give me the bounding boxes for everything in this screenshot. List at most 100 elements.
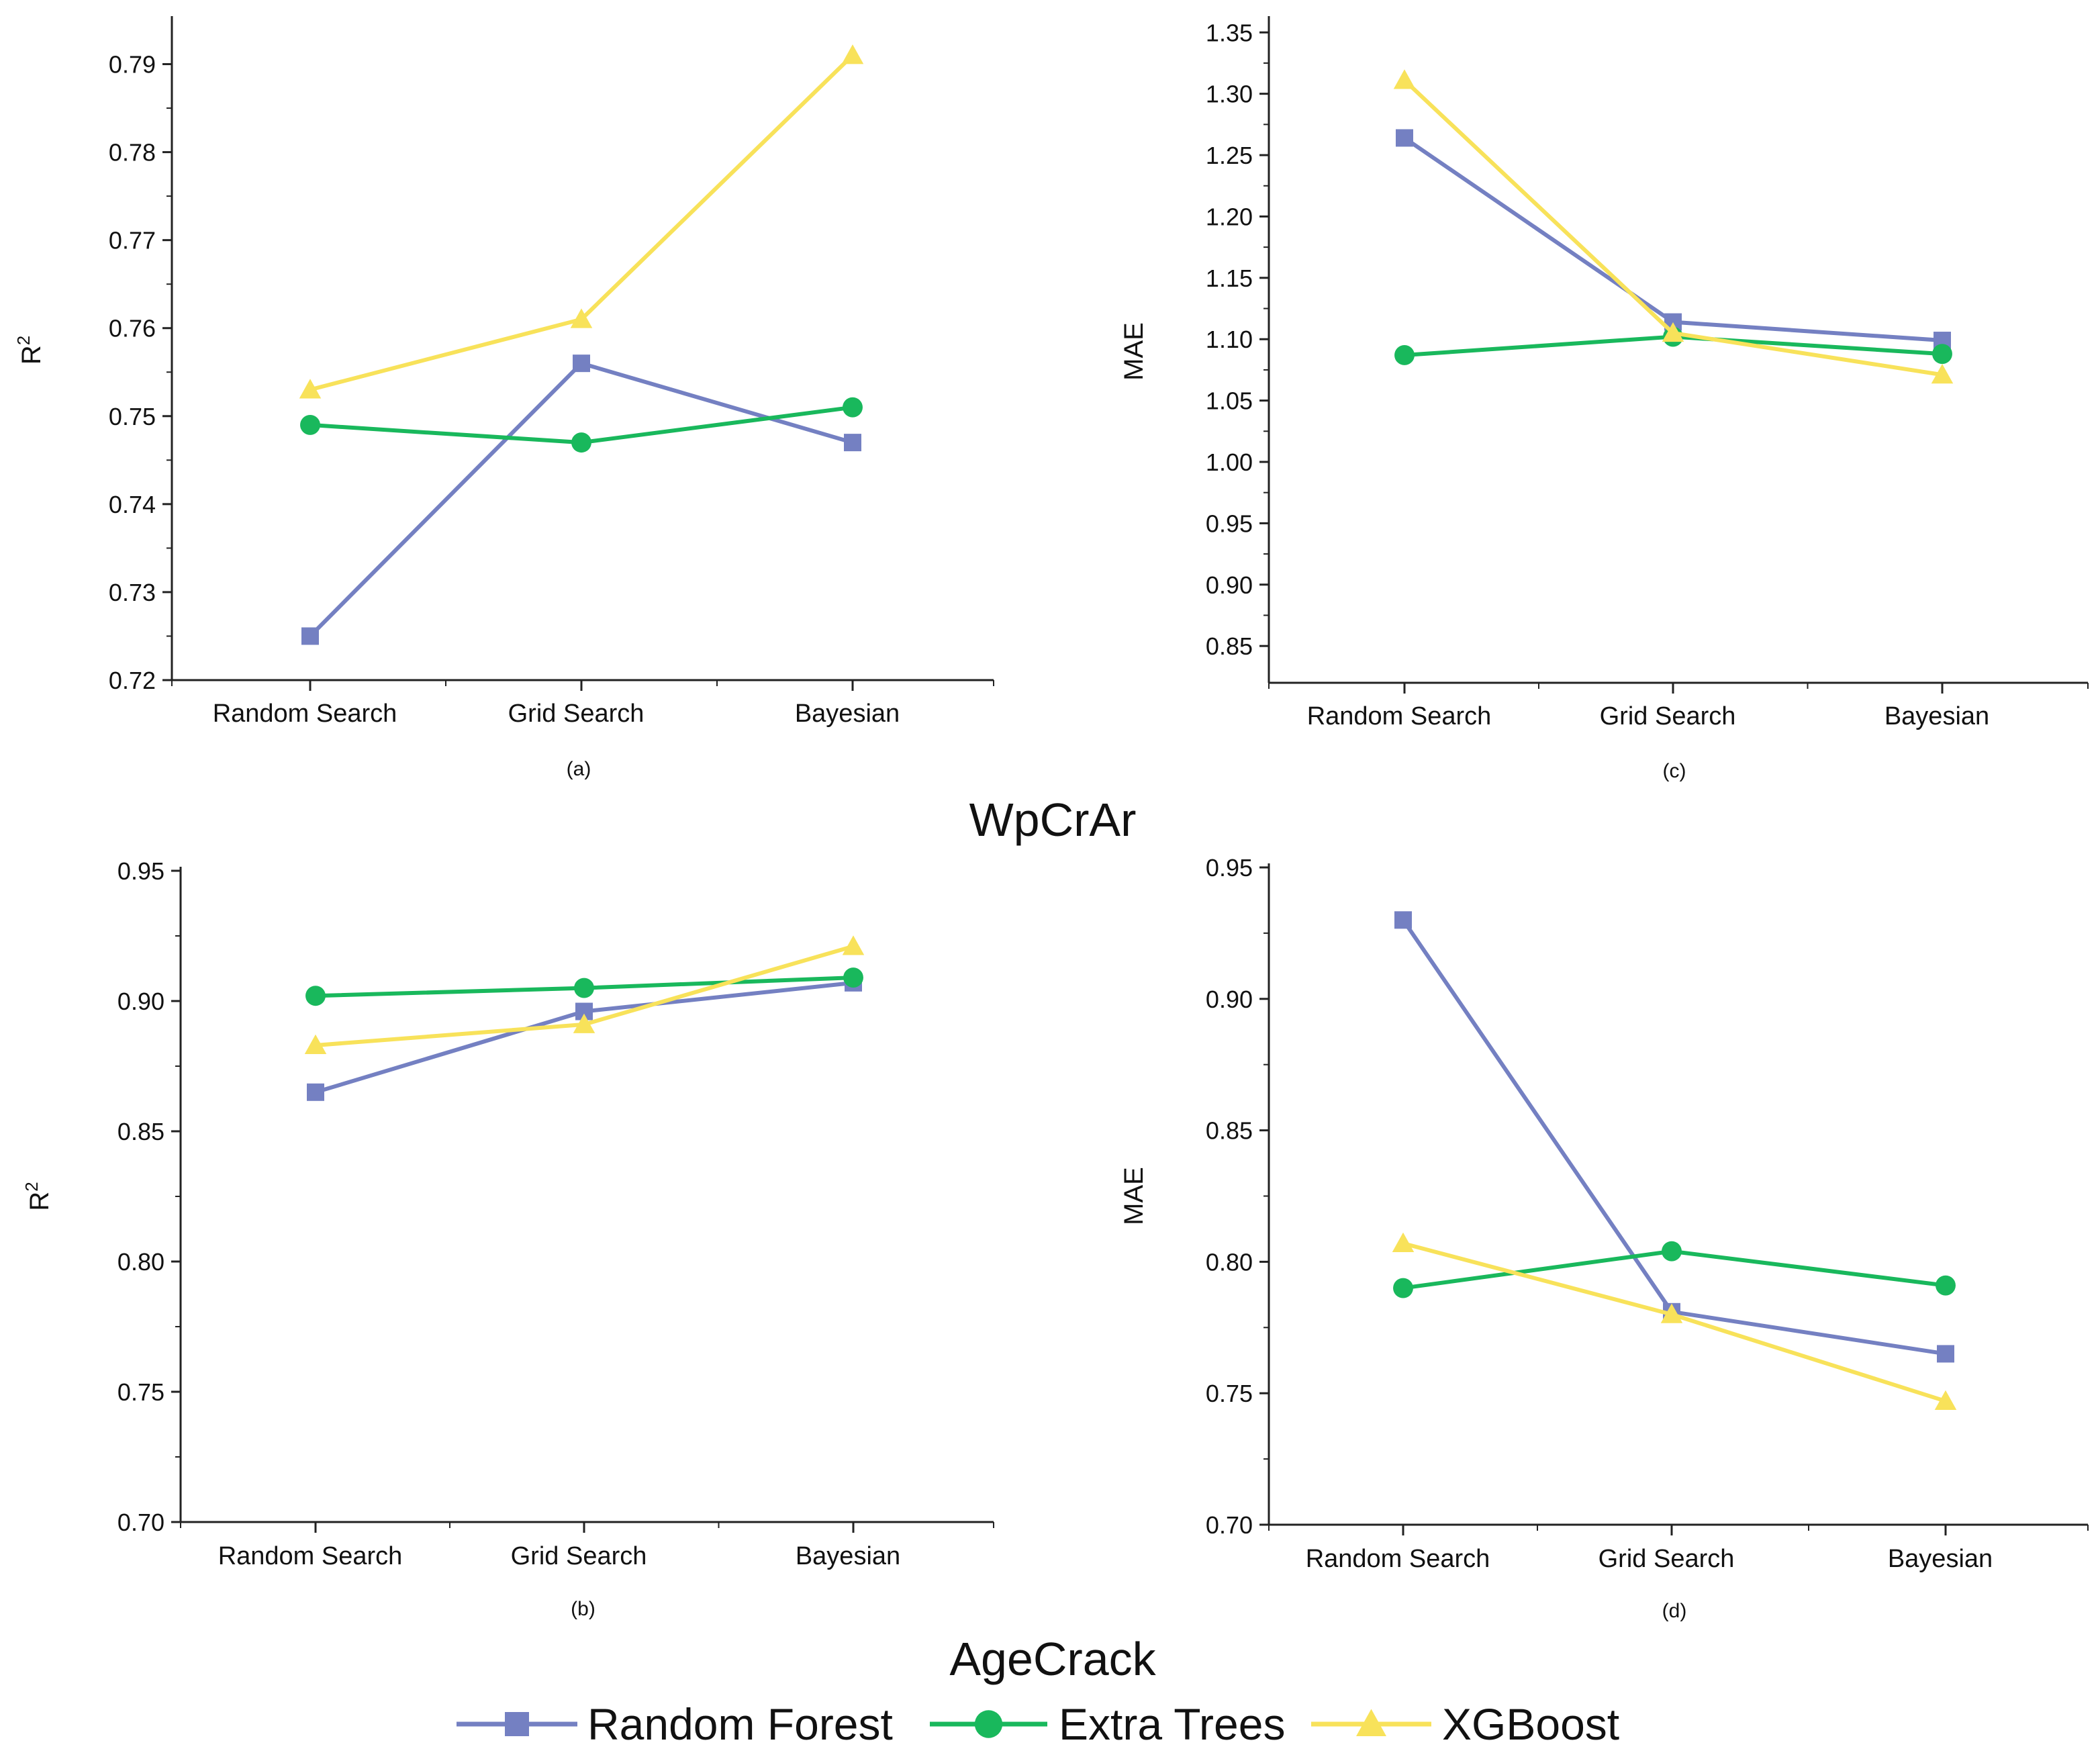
series-line-xgboost bbox=[309, 54, 855, 392]
data-point-xgboost bbox=[842, 935, 865, 955]
y-axis-label-text: R bbox=[25, 1192, 54, 1211]
data-point-extra-trees bbox=[1932, 344, 1952, 365]
x-tick-label: Grid Search bbox=[1600, 702, 1736, 730]
y-axis-label-superscript: 2 bbox=[13, 336, 34, 345]
data-point-xgboost bbox=[1662, 322, 1684, 342]
y-tick-label: 0.75 bbox=[109, 403, 156, 430]
series-extra-trees bbox=[305, 967, 863, 1006]
y-axis-label: R2 bbox=[13, 336, 46, 365]
y-tick-label: 1.10 bbox=[1206, 326, 1253, 353]
x-tick-label: Bayesian bbox=[796, 1542, 900, 1570]
y-tick-label: 0.90 bbox=[1206, 986, 1253, 1013]
y-tick-label: 0.70 bbox=[117, 1509, 164, 1536]
data-point-random-forest bbox=[844, 434, 861, 452]
data-point-random-forest bbox=[1396, 129, 1413, 147]
legend-marker-square-icon bbox=[505, 1712, 529, 1736]
y-tick-label: 0.85 bbox=[1206, 632, 1253, 660]
data-point-xgboost bbox=[299, 379, 322, 399]
chart-panel-a: 0.72 0.73 0.74 0.75 0.76 0.77 0.78 0.79 Random S… bbox=[13, 16, 994, 780]
data-point-random-forest bbox=[1937, 1345, 1954, 1363]
panel-sublabel: (a) bbox=[567, 758, 591, 780]
y-tick-label: 0.90 bbox=[117, 988, 164, 1015]
data-point-xgboost bbox=[1393, 69, 1416, 89]
x-tick-label: Bayesian bbox=[1884, 702, 1989, 730]
y-tick-label: 0.79 bbox=[109, 51, 156, 79]
data-point-extra-trees bbox=[1662, 1241, 1682, 1262]
chart-panel-b: 0.70 0.75 0.80 0.85 0.90 0.95 Random Search Gri… bbox=[21, 857, 994, 1620]
legend-item-xgboost: XGBoost bbox=[1311, 1699, 1619, 1749]
series-extra-trees bbox=[300, 397, 863, 453]
x-tick-label: Random Search bbox=[1307, 702, 1492, 730]
data-point-xgboost bbox=[1660, 1303, 1683, 1323]
y-tick-label: 0.95 bbox=[1206, 510, 1253, 537]
chart-panel-d: 0.70 0.75 0.80 0.85 0.90 0.95 Random Search Gri… bbox=[1119, 854, 2089, 1622]
y-tick-label: 0.72 bbox=[109, 667, 156, 694]
legend-label: XGBoost bbox=[1442, 1699, 1619, 1749]
data-point-random-forest bbox=[573, 354, 590, 373]
data-point-xgboost bbox=[573, 1013, 595, 1033]
legend-marker-circle-icon bbox=[974, 1710, 1003, 1738]
y-axis-label: R2 bbox=[21, 1182, 54, 1210]
data-point-xgboost bbox=[304, 1034, 327, 1054]
y-tick-label: 0.70 bbox=[1206, 1511, 1253, 1539]
series-random-forest bbox=[301, 354, 861, 645]
group-title-wpcrar: WpCrAr bbox=[969, 794, 1137, 846]
data-point-xgboost bbox=[1934, 1390, 1957, 1410]
x-tick-label: Grid Search bbox=[511, 1542, 647, 1570]
data-point-xgboost bbox=[1931, 363, 1954, 384]
y-tick-label: 0.75 bbox=[1206, 1380, 1253, 1407]
y-tick-label: 0.80 bbox=[1206, 1248, 1253, 1276]
y-axis-label: MAE bbox=[1119, 322, 1149, 381]
data-point-extra-trees bbox=[305, 986, 326, 1006]
series-random-forest bbox=[1396, 129, 1951, 350]
data-point-random-forest bbox=[307, 1083, 324, 1101]
data-point-extra-trees bbox=[1936, 1275, 1956, 1296]
chart-panel-c: 0.85 0.90 0.95 1.00 1.05 1.10 1.15 1.20 1.25 1.30… bbox=[1119, 16, 2089, 782]
legend-item-extra-trees: Extra Trees bbox=[930, 1699, 1285, 1749]
y-tick-label: 0.73 bbox=[109, 579, 156, 606]
y-axis-label: MAE bbox=[1119, 1167, 1149, 1225]
x-tick-label: Grid Search bbox=[508, 700, 645, 728]
y-axis-label-text: MAE bbox=[1119, 1167, 1149, 1225]
y-tick-label: 1.15 bbox=[1206, 265, 1253, 292]
y-tick-label: 0.85 bbox=[1206, 1117, 1253, 1145]
x-tick-label: Random Search bbox=[213, 700, 397, 728]
data-point-extra-trees bbox=[1393, 1278, 1413, 1298]
legend-item-random-forest: Random Forest bbox=[457, 1699, 893, 1749]
y-tick-label: 0.85 bbox=[117, 1118, 164, 1145]
series-extra-trees bbox=[1393, 1241, 1956, 1298]
y-axis-label-superscript: 2 bbox=[21, 1182, 42, 1191]
data-point-extra-trees bbox=[300, 414, 320, 435]
legend-label: Random Forest bbox=[587, 1699, 893, 1749]
data-point-extra-trees bbox=[843, 397, 863, 418]
data-point-xgboost bbox=[1392, 1232, 1415, 1252]
data-point-extra-trees bbox=[1394, 345, 1415, 365]
series-xgboost bbox=[1392, 1232, 1957, 1410]
y-tick-label: 0.77 bbox=[109, 227, 156, 254]
x-tick-label: Grid Search bbox=[1598, 1545, 1735, 1573]
panel-sublabel: (d) bbox=[1662, 1600, 1687, 1622]
series-random-forest bbox=[1394, 911, 1954, 1363]
series-xgboost bbox=[304, 935, 865, 1054]
legend-label: Extra Trees bbox=[1059, 1699, 1285, 1749]
data-point-extra-trees bbox=[571, 432, 591, 453]
y-tick-label: 0.74 bbox=[109, 491, 156, 518]
data-point-random-forest bbox=[1394, 911, 1412, 929]
y-axis-label-text: R bbox=[17, 345, 46, 365]
data-point-xgboost bbox=[570, 308, 593, 328]
y-tick-label: 1.05 bbox=[1206, 387, 1253, 415]
panel-sublabel: (c) bbox=[1663, 760, 1686, 782]
series-xgboost bbox=[299, 44, 864, 399]
y-tick-label: 1.00 bbox=[1206, 448, 1253, 476]
data-point-xgboost bbox=[841, 44, 864, 64]
y-tick-label: 0.78 bbox=[109, 139, 156, 167]
y-tick-label: 0.75 bbox=[117, 1378, 164, 1406]
series-line-random-forest bbox=[308, 361, 853, 638]
data-point-random-forest bbox=[301, 627, 319, 645]
panel-sublabel: (b) bbox=[571, 1598, 595, 1620]
series-xgboost bbox=[1393, 69, 1954, 384]
y-tick-label: 0.80 bbox=[117, 1248, 164, 1276]
data-point-extra-trees bbox=[574, 978, 594, 998]
series-line-random-forest bbox=[1403, 136, 1943, 343]
